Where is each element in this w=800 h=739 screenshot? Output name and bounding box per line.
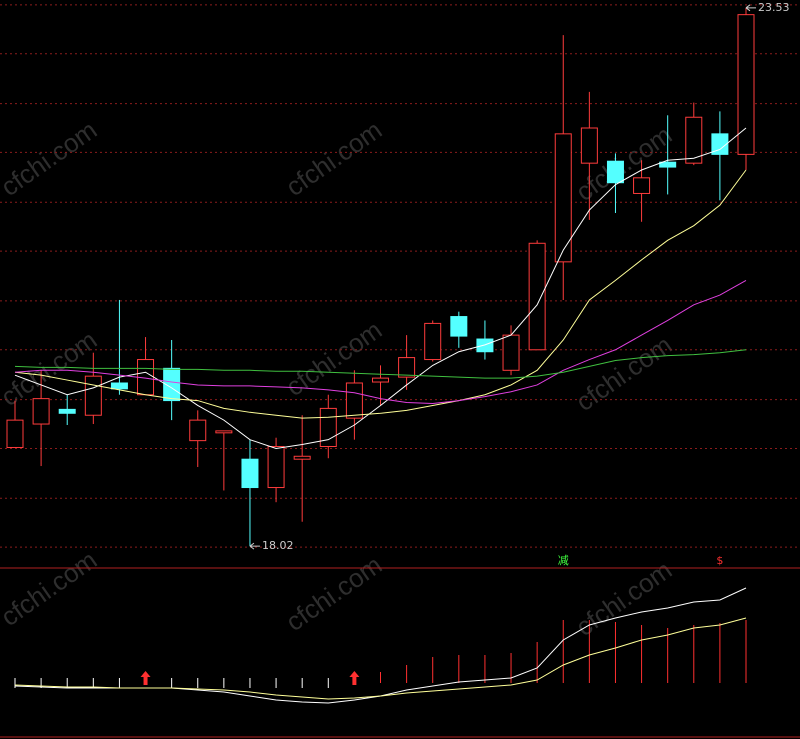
candle-body: [737, 14, 755, 155]
candle-body: [372, 377, 389, 383]
candle-body: [580, 127, 598, 164]
extreme-leader: [249, 542, 260, 550]
moving-average-line: [14, 279, 747, 405]
candle-body: [345, 382, 363, 419]
extreme-leader: [745, 4, 756, 12]
candle-body: [58, 408, 76, 414]
candle-body: [685, 116, 703, 164]
signal-arrow: [349, 671, 360, 685]
indicator-line: [14, 617, 747, 700]
candle-body: [267, 446, 285, 489]
candle-body: [6, 419, 24, 448]
signal-label: 减: [558, 554, 569, 567]
candle-body: [502, 334, 520, 371]
candle-body: [163, 367, 181, 402]
candle-body: [659, 161, 677, 168]
candle-body: [398, 357, 416, 378]
candle-body: [450, 316, 468, 337]
moving-average-line: [14, 349, 747, 379]
candle-body: [293, 455, 311, 460]
extreme-label: 23.53: [758, 1, 790, 14]
candle-body: [711, 133, 729, 155]
signal-arrow: [140, 671, 151, 685]
moving-average-line: [14, 127, 747, 449]
candle-body: [110, 382, 128, 390]
candle-body: [84, 375, 102, 416]
candle-body: [528, 242, 546, 351]
candle-body: [32, 398, 50, 425]
candle-body: [189, 419, 207, 442]
candle-body: [554, 133, 572, 263]
candle-body: [633, 177, 651, 194]
candle-body: [606, 160, 624, 184]
candle-body: [424, 322, 442, 361]
moving-average-line: [14, 169, 747, 419]
extreme-label: 18.02: [262, 539, 294, 552]
candle-body: [215, 430, 233, 434]
candle-body: [241, 458, 259, 489]
signal-label: $: [716, 554, 723, 567]
